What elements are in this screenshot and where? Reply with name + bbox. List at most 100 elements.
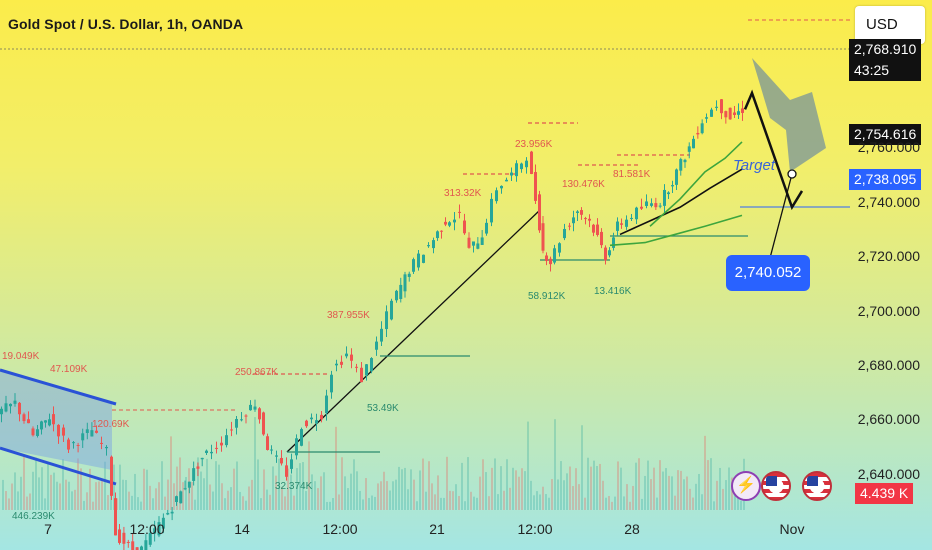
candle: [485, 222, 488, 234]
volume-bar: [728, 467, 730, 510]
volume-bar: [35, 457, 37, 510]
volume-bar: [26, 496, 28, 510]
volume-bar: [512, 467, 514, 510]
volume-bar: [140, 501, 142, 510]
volume-bar: [146, 469, 148, 510]
volume-bar: [548, 497, 550, 510]
price-tick-label: 2,760.000: [857, 139, 920, 156]
volume-bar: [392, 481, 394, 510]
volume-bar: [14, 472, 16, 510]
volume-bar: [143, 468, 145, 510]
volume-bar: [737, 490, 739, 510]
volume-bar: [491, 467, 493, 510]
volume-bar: [518, 476, 520, 510]
candle: [417, 253, 420, 268]
volume-bar: [635, 462, 637, 510]
candle: [422, 254, 425, 263]
callout-pointer: [769, 173, 793, 259]
volume-bar: [272, 466, 274, 510]
volume-bar: [545, 494, 547, 510]
volume-bar: [161, 461, 163, 510]
volume-bar: [347, 488, 349, 510]
volume-bar: [212, 491, 214, 510]
volume-bar: [182, 482, 184, 510]
volume-bar: [710, 458, 712, 510]
volume-bar: [230, 487, 232, 510]
volume-bar: [731, 477, 733, 510]
volume-bar: [587, 457, 589, 510]
volume-bar: [530, 480, 532, 510]
lightning-icon[interactable]: ⚡: [731, 471, 761, 501]
ema-slow-line: [609, 214, 743, 247]
volume-bar: [605, 497, 607, 510]
candle: [616, 221, 619, 231]
candle: [118, 529, 121, 543]
candle: [360, 367, 363, 383]
volume-bar: [692, 497, 694, 510]
candle: [390, 300, 393, 320]
time-tick-label: 21: [429, 521, 445, 537]
volume-bar: [647, 460, 649, 510]
volume-bar: [539, 494, 541, 510]
candle: [183, 488, 187, 490]
candle: [52, 414, 55, 425]
volume-label: 32.374K: [275, 481, 313, 493]
candle: [458, 211, 461, 213]
volume-bar: [698, 473, 700, 510]
volume-bar: [482, 459, 484, 510]
candle: [667, 192, 670, 195]
candle: [671, 185, 674, 187]
candle: [210, 451, 213, 454]
volume-bar: [674, 495, 676, 510]
volume-bar: [722, 488, 724, 510]
candle: [534, 172, 537, 201]
volume-bar: [164, 496, 166, 510]
candle: [244, 415, 248, 417]
candle: [215, 447, 218, 449]
candle: [505, 179, 508, 182]
volume-bar: [101, 480, 103, 510]
candle: [596, 224, 599, 235]
candle: [114, 498, 117, 536]
candle: [280, 457, 283, 464]
candle: [161, 517, 165, 529]
us-flag-icon[interactable]: [802, 471, 832, 501]
candle: [696, 132, 700, 135]
candle: [105, 446, 108, 449]
volume-label: 47.109K: [50, 364, 88, 376]
volume-bar: [23, 454, 25, 510]
projection-arrow: [752, 58, 826, 172]
volume-bar: [410, 469, 412, 510]
volume-bar: [716, 480, 718, 510]
candle: [654, 203, 658, 208]
currency-button[interactable]: USD: [855, 6, 925, 44]
volume-bar: [536, 491, 538, 510]
volume-bar: [377, 483, 379, 510]
candle: [453, 219, 456, 223]
volume-bar: [656, 497, 658, 510]
volume-bar: [155, 488, 157, 510]
candle: [687, 146, 691, 152]
volume-bar: [221, 483, 223, 510]
candle: [262, 412, 265, 435]
us-flag-icon[interactable]: [761, 471, 791, 501]
volume-bar: [308, 441, 310, 510]
candle: [85, 429, 89, 433]
candle: [290, 459, 293, 469]
volume-bar: [341, 457, 343, 510]
candle: [48, 419, 51, 426]
countdown-tag: 43:25: [849, 60, 921, 81]
volume-bar: [89, 468, 91, 510]
volume-bar: [170, 436, 172, 510]
volume-bar: [266, 489, 268, 510]
target-label: Target: [733, 157, 775, 174]
target-callout[interactable]: 2,740.052: [726, 255, 810, 291]
volume-bar: [611, 501, 613, 510]
candle: [663, 189, 666, 206]
volume-bar: [317, 488, 319, 510]
target-price-tag: 2,738.095: [849, 169, 922, 190]
volume-bar: [86, 492, 88, 510]
volume-label: 53.49K: [367, 402, 399, 414]
